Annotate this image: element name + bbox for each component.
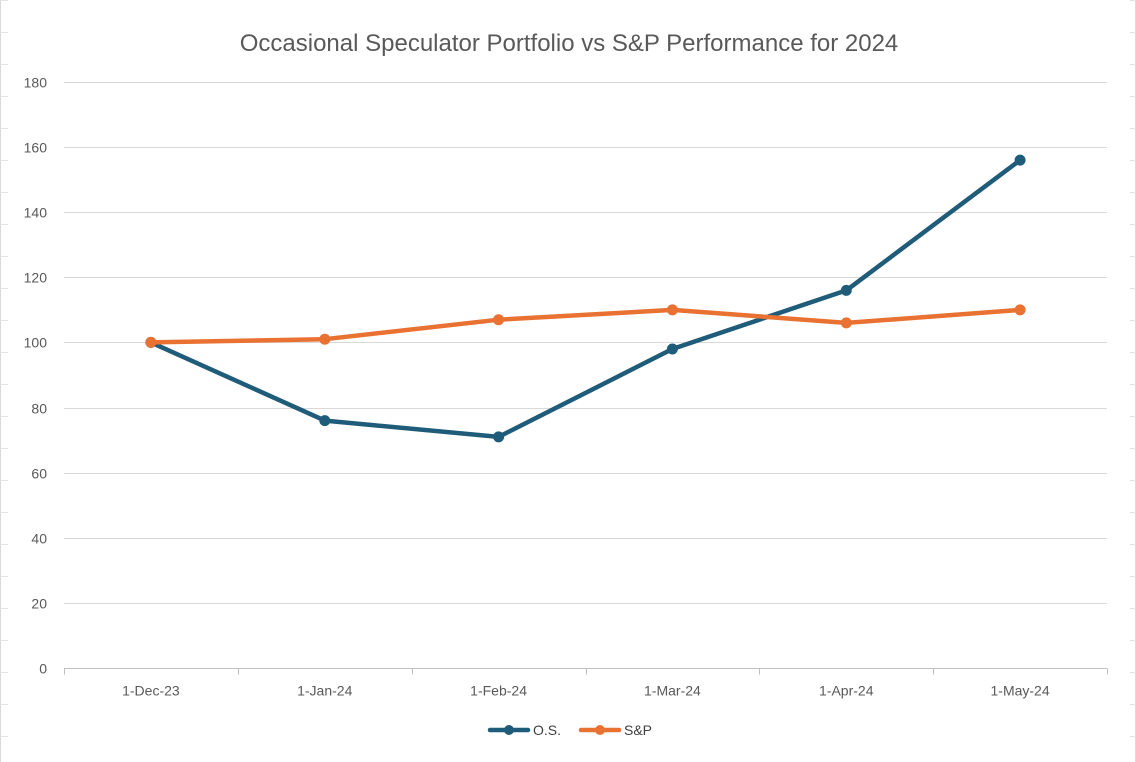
legend-label: O.S. bbox=[533, 722, 561, 738]
data-point bbox=[840, 284, 852, 296]
data-point bbox=[493, 431, 505, 443]
data-point bbox=[319, 415, 331, 427]
line-chart: Occasional Speculator Portfolio vs S&P P… bbox=[24, 30, 1108, 738]
data-point bbox=[319, 333, 331, 345]
x-tick-label: 1-Jan-24 bbox=[297, 683, 352, 699]
x-tick-label: 1-Dec-23 bbox=[122, 683, 180, 699]
legend-item: S&P bbox=[578, 722, 652, 738]
x-tick-label: 1-Apr-24 bbox=[819, 683, 874, 699]
x-tick-label: 1-Feb-24 bbox=[470, 683, 527, 699]
y-tick-label: 160 bbox=[24, 140, 48, 156]
legend-swatch-marker bbox=[595, 725, 605, 735]
gridlines bbox=[64, 82, 1107, 604]
axes bbox=[64, 668, 1108, 675]
y-tick-label: 40 bbox=[31, 531, 47, 547]
data-point bbox=[1014, 304, 1026, 316]
data-point bbox=[666, 304, 678, 316]
y-tick-label: 80 bbox=[31, 401, 47, 417]
series-line bbox=[148, 157, 1023, 440]
series-lines bbox=[145, 154, 1026, 443]
chart-title: Occasional Speculator Portfolio vs S&P P… bbox=[240, 30, 899, 57]
x-tick-label: 1-Mar-24 bbox=[644, 683, 701, 699]
legend: O.S. S&P bbox=[487, 722, 652, 738]
legend-item: O.S. bbox=[487, 722, 561, 738]
y-tick-label: 60 bbox=[31, 466, 47, 482]
series-line bbox=[148, 307, 1023, 345]
data-point bbox=[1014, 154, 1026, 166]
y-tick-label: 100 bbox=[24, 335, 48, 351]
y-tick-label: 20 bbox=[31, 596, 47, 612]
y-tick-label: 0 bbox=[39, 661, 47, 677]
series-group bbox=[145, 154, 1026, 443]
data-point bbox=[666, 343, 678, 355]
y-tick-label: 140 bbox=[24, 205, 48, 221]
data-point bbox=[493, 314, 505, 326]
x-axis-tick-labels: 1-Dec-23 1-Jan-24 1-Feb-24 1-Mar-24 1-Apr-24… bbox=[122, 683, 1050, 699]
x-tick-label: 1-May-24 bbox=[991, 683, 1050, 699]
legend-label: S&P bbox=[624, 722, 652, 738]
y-axis-tick-labels: 0 20 40 60 80 100 120 140 160 180 bbox=[24, 75, 48, 677]
legend-swatch-marker bbox=[504, 725, 514, 735]
data-point bbox=[145, 336, 157, 348]
chart-area[interactable]: Occasional Speculator Portfolio vs S&P P… bbox=[8, 0, 1130, 762]
data-point bbox=[840, 317, 852, 329]
y-tick-label: 180 bbox=[24, 75, 48, 91]
series-group bbox=[145, 304, 1026, 348]
y-tick-label: 120 bbox=[24, 270, 48, 286]
